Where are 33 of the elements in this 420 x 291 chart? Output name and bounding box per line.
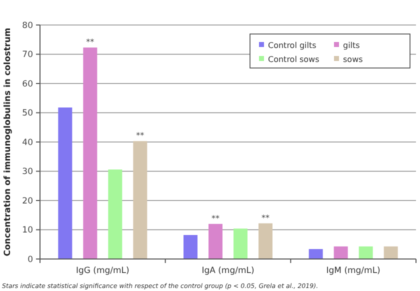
- y-tick-label: 10: [22, 226, 33, 236]
- y-tick-label: 70: [22, 50, 33, 60]
- bar: [58, 107, 72, 259]
- bar: [358, 246, 373, 259]
- data-label: **: [262, 213, 270, 222]
- bar: [384, 246, 398, 259]
- bar: [184, 235, 198, 259]
- y-tick-label: 80: [22, 20, 33, 31]
- x-tick-label: IgA (mg/mL): [202, 266, 254, 276]
- bar: [108, 169, 122, 259]
- y-tick-label: 0: [28, 254, 33, 265]
- bar: [308, 249, 323, 259]
- data-label: **: [136, 131, 144, 140]
- x-tick-label: IgG (mg/mL): [76, 266, 130, 276]
- y-tick-label: 30: [22, 167, 33, 178]
- legend-label: Control gilts: [268, 40, 316, 50]
- bar: [83, 48, 98, 259]
- data-label: **: [212, 214, 220, 223]
- data-label: **: [86, 38, 94, 47]
- y-tick-label: 50: [22, 108, 33, 119]
- y-tick-label: 20: [22, 196, 33, 206]
- bar: [208, 224, 222, 259]
- y-tick-label: 60: [22, 79, 33, 90]
- y-axis-title: Concentration of immunoglobulins in colostrum: [3, 28, 13, 256]
- legend-label: sows: [343, 54, 363, 64]
- bar: [334, 246, 348, 259]
- bar: [234, 228, 248, 259]
- legend-label: Control sows: [268, 54, 320, 64]
- bar: [133, 141, 148, 259]
- bar: [258, 223, 272, 259]
- legend-label: gilts: [343, 40, 360, 50]
- x-tick-label: IgM (mg/mL): [326, 266, 380, 276]
- y-tick-label: 40: [22, 138, 33, 148]
